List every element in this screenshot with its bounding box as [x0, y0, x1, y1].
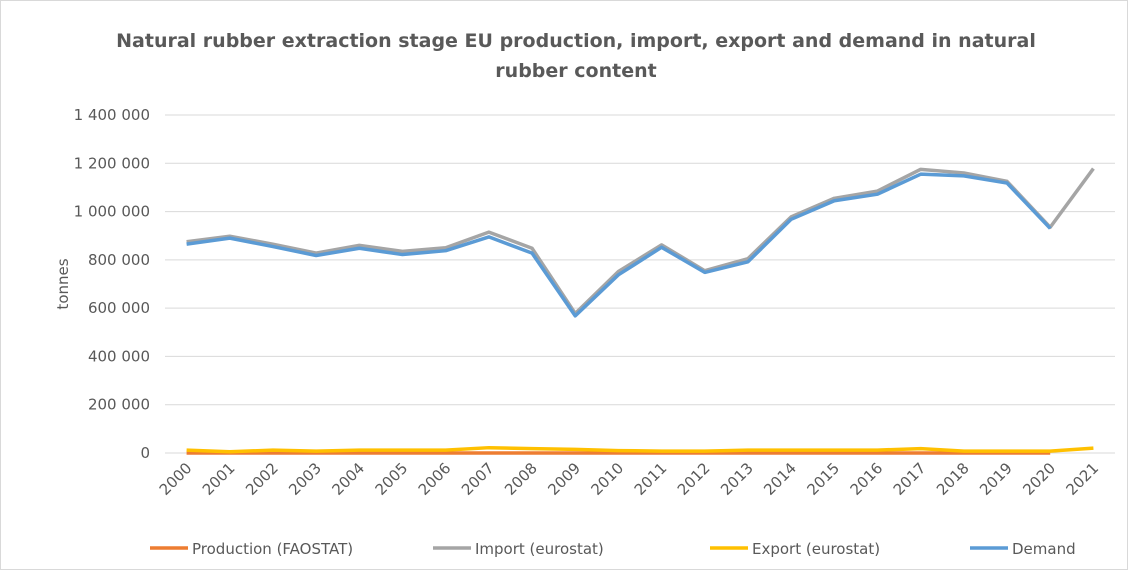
data-line [186, 445, 1094, 454]
legend-label: Export (eurostat) [752, 540, 880, 558]
y-tick-label: 1 200 000 [74, 154, 150, 172]
y-tick-label: 400 000 [88, 347, 150, 365]
y-axis-label: tonnes [54, 258, 72, 309]
data-line [186, 172, 1052, 318]
y-tick-label: 1 400 000 [74, 106, 150, 124]
y-tick-label: 200 000 [88, 396, 150, 414]
y-tick-label: 600 000 [88, 299, 150, 317]
chart-title: Natural rubber extraction stage EU produ… [116, 30, 1036, 82]
data-line [186, 167, 1095, 316]
y-tick-label: 800 000 [88, 251, 150, 269]
legend-label: Import (eurostat) [475, 540, 604, 558]
legend-label: Production (FAOSTAT) [192, 540, 353, 558]
y-tick-label: 1 000 000 [74, 203, 150, 221]
y-tick-label: 0 [140, 444, 150, 462]
legend-label: Demand [1012, 540, 1076, 558]
